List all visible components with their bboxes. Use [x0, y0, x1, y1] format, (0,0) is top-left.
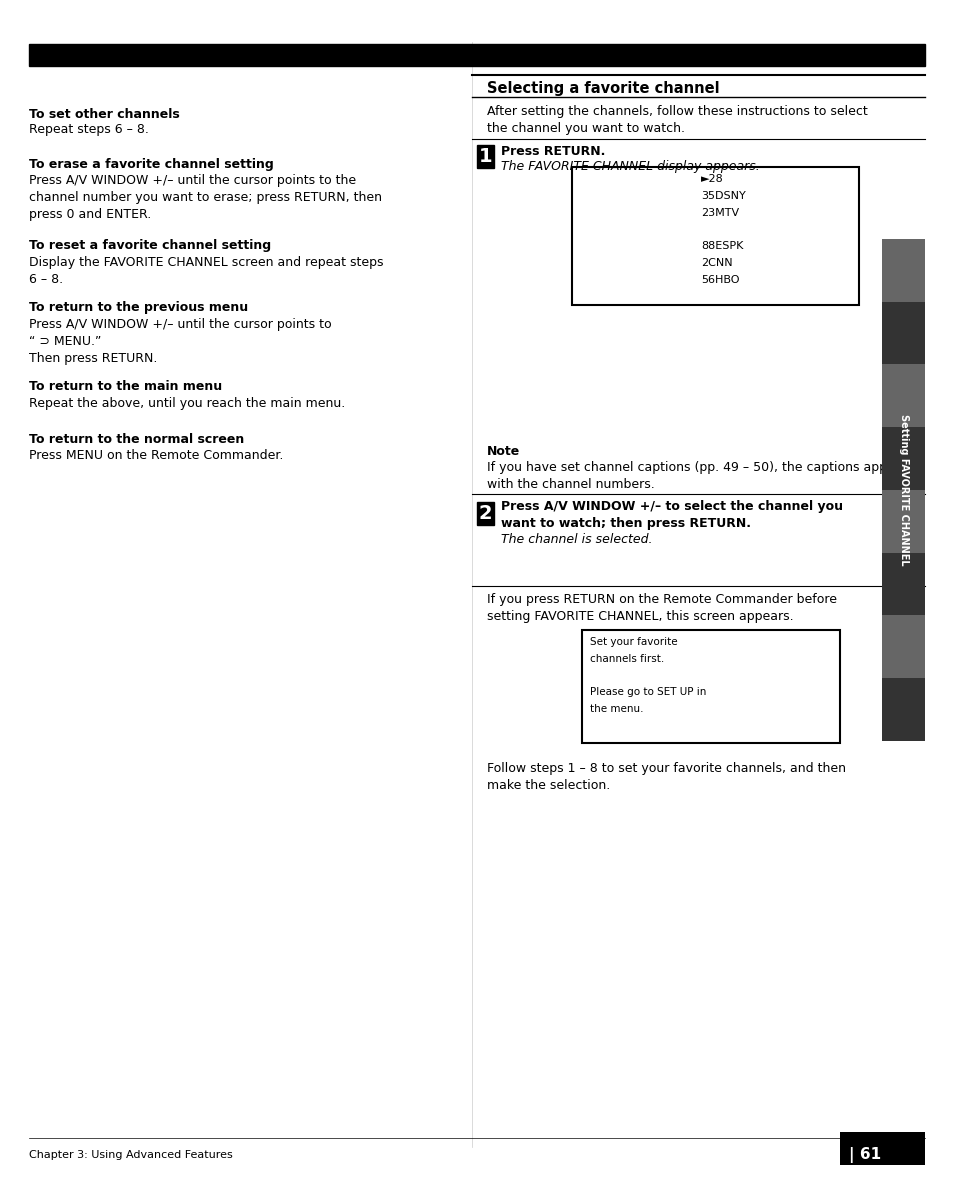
Text: Press RETURN.: Press RETURN.: [500, 145, 604, 158]
Bar: [882, 615, 924, 679]
Bar: [839, 1132, 924, 1165]
Text: To set other channels: To set other channels: [29, 108, 179, 121]
Text: 35DSNY: 35DSNY: [700, 191, 745, 201]
Text: 1: 1: [478, 147, 492, 166]
Text: the menu.: the menu.: [589, 704, 642, 713]
Text: Display the FAVORITE CHANNEL screen and repeat steps
6 – 8.: Display the FAVORITE CHANNEL screen and …: [29, 256, 383, 286]
Bar: [572, 167, 858, 305]
Text: channels first.: channels first.: [589, 654, 663, 663]
Text: Follow steps 1 – 8 to set your favorite channels, and then
make the selection.: Follow steps 1 – 8 to set your favorite …: [486, 762, 844, 792]
Bar: [882, 364, 924, 428]
Text: 88ESPK: 88ESPK: [700, 241, 742, 251]
Text: To erase a favorite channel setting: To erase a favorite channel setting: [29, 158, 274, 171]
Text: Selecting a favorite channel: Selecting a favorite channel: [486, 81, 719, 97]
Text: To reset a favorite channel setting: To reset a favorite channel setting: [29, 239, 271, 252]
Text: Please go to SET UP in: Please go to SET UP in: [589, 687, 705, 697]
Bar: [882, 490, 924, 552]
Bar: [882, 679, 924, 741]
Text: Repeat steps 6 – 8.: Repeat steps 6 – 8.: [29, 123, 149, 136]
Text: 23MTV: 23MTV: [700, 208, 739, 217]
Bar: [882, 428, 924, 490]
Text: Press A/V WINDOW +/– until the cursor points to
“ ⊃ MENU.”
Then press RETURN.: Press A/V WINDOW +/– until the cursor po…: [29, 318, 331, 364]
Text: To return to the main menu: To return to the main menu: [29, 380, 221, 393]
Text: 2: 2: [478, 504, 492, 523]
Text: Repeat the above, until you reach the main menu.: Repeat the above, until you reach the ma…: [29, 397, 344, 410]
Text: After setting the channels, follow these instructions to select
the channel you : After setting the channels, follow these…: [486, 105, 866, 135]
Text: If you have set channel captions (pp. 49 – 50), the captions appear
with the cha: If you have set channel captions (pp. 49…: [486, 461, 906, 491]
Bar: [882, 552, 924, 615]
Text: If you press RETURN on the Remote Commander before
setting FAVORITE CHANNEL, thi: If you press RETURN on the Remote Comman…: [486, 593, 836, 623]
Bar: [29, 44, 924, 66]
Text: The channel is selected.: The channel is selected.: [500, 533, 652, 546]
Text: | 61: | 61: [848, 1147, 881, 1163]
Text: Set your favorite: Set your favorite: [589, 637, 677, 646]
Text: 56HBO: 56HBO: [700, 275, 739, 284]
Text: The FAVORITE CHANNEL display appears.: The FAVORITE CHANNEL display appears.: [500, 160, 759, 173]
Text: ►28: ►28: [700, 174, 723, 184]
Text: 2CNN: 2CNN: [700, 258, 732, 268]
Text: Press MENU on the Remote Commander.: Press MENU on the Remote Commander.: [29, 449, 283, 462]
Text: Press A/V WINDOW +/– to select the channel you
want to watch; then press RETURN.: Press A/V WINDOW +/– to select the chann…: [500, 500, 841, 529]
Bar: [882, 239, 924, 302]
Bar: [581, 630, 839, 743]
Text: Press A/V WINDOW +/– until the cursor points to the
channel number you want to e: Press A/V WINDOW +/– until the cursor po…: [29, 174, 381, 221]
Text: Setting FAVORITE CHANNEL: Setting FAVORITE CHANNEL: [898, 415, 908, 565]
Text: To return to the previous menu: To return to the previous menu: [29, 301, 248, 314]
Text: Chapter 3: Using Advanced Features: Chapter 3: Using Advanced Features: [29, 1150, 233, 1159]
Bar: [882, 302, 924, 364]
Text: To return to the normal screen: To return to the normal screen: [29, 433, 244, 446]
Text: Note: Note: [486, 445, 519, 458]
